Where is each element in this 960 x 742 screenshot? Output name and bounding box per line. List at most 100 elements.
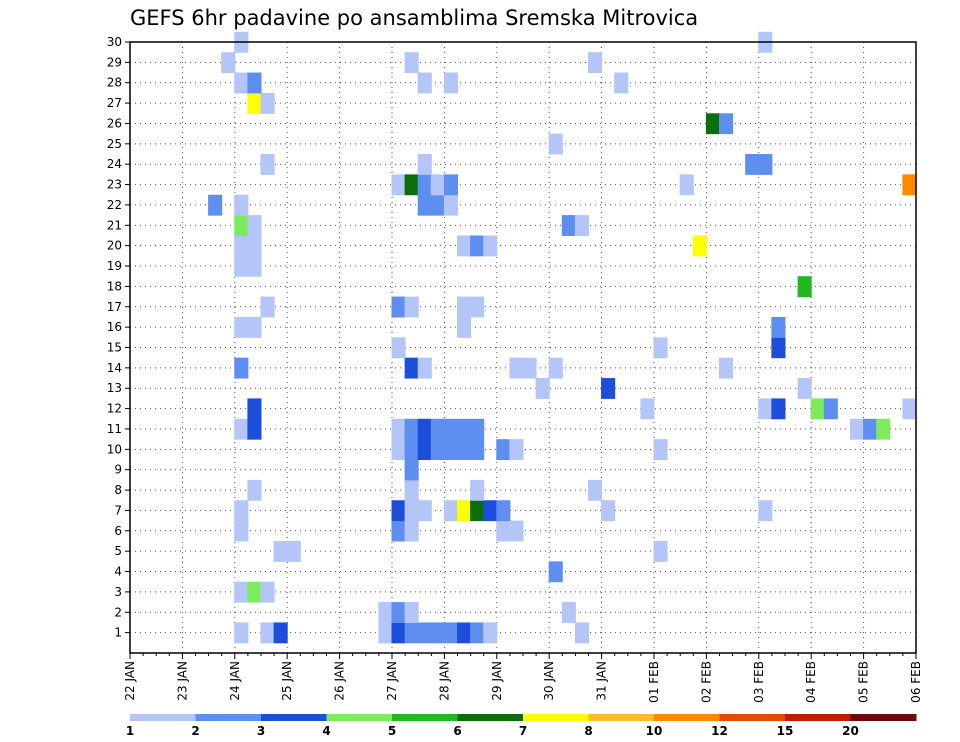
y-tick-label: 30 (107, 35, 122, 49)
heatmap-cell (378, 602, 393, 623)
legend-label: 1 (126, 724, 134, 738)
legend-swatch (785, 714, 851, 721)
heatmap-cell (640, 398, 655, 420)
heatmap-cell (234, 72, 249, 94)
y-tick-label: 12 (107, 402, 122, 416)
heatmap-cell (797, 378, 812, 399)
heatmap-cell (443, 194, 458, 216)
legend-swatch (719, 714, 786, 721)
heatmap-cell (260, 296, 275, 318)
legend-label: 12 (711, 724, 728, 738)
x-tick-label: 28 JAN (437, 661, 451, 701)
heatmap-cell (404, 439, 419, 461)
y-tick-label: 13 (107, 381, 122, 395)
y-tick-label: 23 (107, 178, 122, 192)
heatmap-cell (260, 92, 275, 114)
y-tick-label: 28 (107, 76, 122, 90)
heatmap-cell (588, 52, 603, 74)
heatmap-cell (443, 72, 458, 94)
heatmap-cell (404, 479, 419, 501)
heatmap-cell (457, 296, 472, 318)
heatmap-cell (247, 215, 262, 236)
x-tick-label: 22 JAN (123, 661, 137, 701)
heatmap-cell (404, 500, 419, 522)
heatmap-cell (234, 194, 249, 216)
heatmap-cell (417, 622, 432, 644)
y-tick-label: 5 (114, 544, 122, 558)
heatmap-cell (417, 174, 432, 196)
heatmap-cell (470, 235, 485, 257)
heatmap-cell (561, 602, 576, 623)
heatmap-cell (234, 581, 249, 603)
y-tick-label: 29 (107, 55, 122, 69)
legend-label: 7 (519, 724, 527, 738)
heatmap-cell (391, 602, 406, 623)
y-tick-label: 6 (114, 524, 122, 538)
legend-swatch (850, 714, 917, 721)
heatmap-cell (234, 622, 249, 644)
heatmap-cell (443, 418, 458, 440)
heatmap-cell (902, 174, 917, 196)
heatmap-cell (273, 622, 288, 644)
x-tick-label: 06 FEB (909, 661, 923, 703)
y-tick-label: 10 (107, 442, 122, 456)
heatmap-cell (496, 500, 511, 522)
heatmap-cell (653, 439, 668, 461)
heatmap-cell (247, 316, 262, 338)
heatmap-cell (705, 113, 720, 135)
heatmap-cell (758, 500, 773, 522)
heatmap-cell (548, 357, 563, 379)
plot-frame (129, 41, 917, 654)
x-tick-label: 27 JAN (385, 661, 399, 701)
x-axis: 22 JAN 23 JAN 24 JAN 25 JAN 26 JAN 27 JAN 28 J… (123, 653, 923, 703)
heatmap-cell (574, 215, 589, 236)
heatmap-cell (391, 174, 406, 196)
heatmap-cell (404, 602, 419, 623)
heatmap-cell (548, 133, 563, 155)
heatmap-cell (601, 378, 616, 399)
y-tick-label: 24 (107, 157, 122, 171)
heatmap-cell (509, 520, 524, 542)
legend-swatch (457, 714, 524, 721)
x-tick-label: 01 FEB (647, 661, 661, 703)
x-tick-label: 02 FEB (699, 661, 713, 703)
heatmap-cell (391, 520, 406, 542)
heatmap-cell (470, 479, 485, 501)
heatmap-cell (234, 316, 249, 338)
heatmap-cell (443, 439, 458, 461)
heatmap-cell (535, 378, 550, 399)
heatmap-cell (457, 622, 472, 644)
heatmap-cell (391, 439, 406, 461)
heatmap-cell (810, 398, 825, 420)
y-tick-label: 18 (107, 279, 122, 293)
x-tick-label: 03 FEB (752, 661, 766, 703)
heatmap-cell (863, 418, 878, 440)
heatmap-cell (457, 439, 472, 461)
heatmap-cell (430, 174, 445, 196)
heatmap-cell (430, 418, 445, 440)
y-tick-label: 27 (107, 96, 122, 110)
heatmap-cell (221, 52, 236, 74)
heatmap-cell (286, 540, 301, 562)
heatmap-cell (443, 500, 458, 522)
heatmap-cell (247, 418, 262, 440)
heatmap-cell (758, 154, 773, 175)
heatmap-cell (574, 622, 589, 644)
heatmap-cell (417, 154, 432, 175)
legend-swatch (130, 714, 196, 721)
heatmap-cell (247, 398, 262, 420)
heatmap-cell (443, 174, 458, 196)
heatmap-cell (260, 581, 275, 603)
heatmap-cell (430, 622, 445, 644)
y-axis: 1234567891011121314151617181920212223242… (107, 35, 130, 640)
legend-label: 6 (453, 724, 461, 738)
heatmap-cell (391, 418, 406, 440)
heatmap-cell (247, 479, 262, 501)
heatmap-cell (234, 418, 249, 440)
heatmap-cell (247, 255, 262, 277)
heatmap-cell (443, 622, 458, 644)
heatmap-cell (391, 500, 406, 522)
legend-label: 5 (388, 724, 396, 738)
heatmap-cell (483, 500, 498, 522)
heatmap-cell (417, 439, 432, 461)
